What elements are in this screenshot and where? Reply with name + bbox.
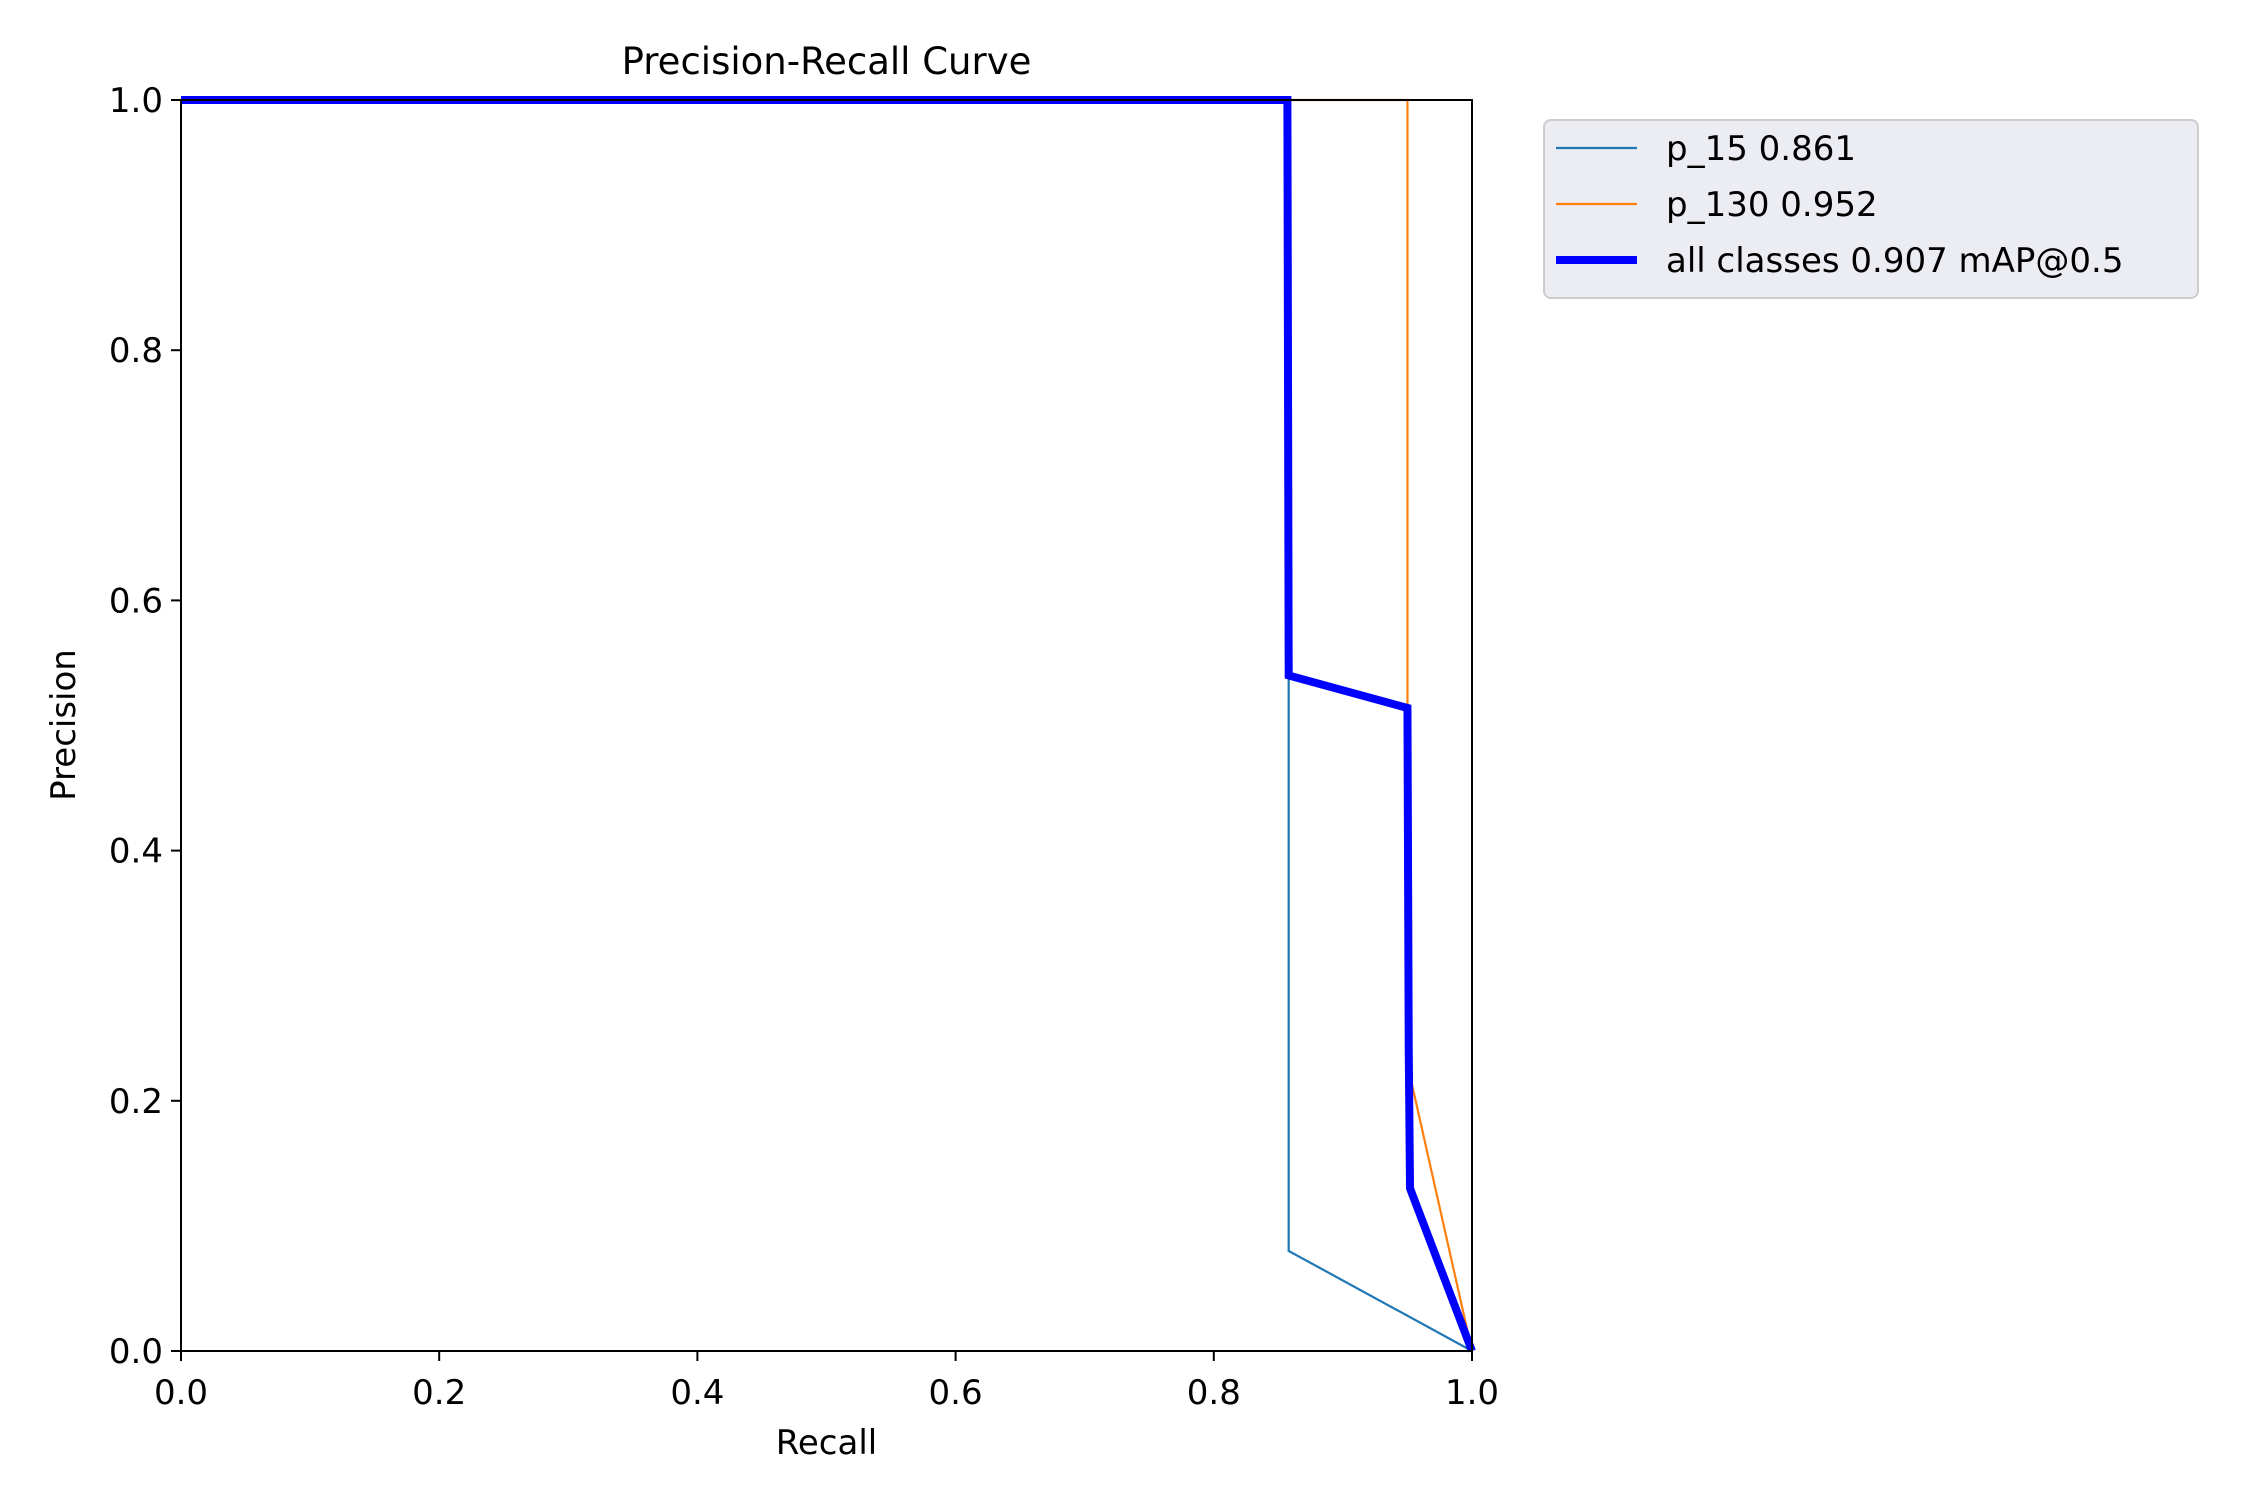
x-tick-label: 0.0 <box>154 1373 208 1413</box>
x-axis-ticks: 0.0 0.2 0.4 0.6 0.8 1.0 <box>154 1351 1499 1413</box>
legend-label-0: p_15 0.861 <box>1666 129 1856 169</box>
x-tick-label: 0.8 <box>1187 1373 1241 1413</box>
plot-frame <box>180 99 1473 1352</box>
y-tick-label: 0.2 <box>109 1082 163 1122</box>
legend-box <box>1543 119 2199 299</box>
y-axis-label: Precision <box>44 649 84 801</box>
x-tick-label: 1.0 <box>1445 1373 1499 1413</box>
legend: p_15 0.861 p_130 0.952 all classes 0.907 m… <box>1543 119 2199 299</box>
y-tick-label: 0.8 <box>109 331 163 371</box>
y-axis-ticks: 0.0 0.2 0.4 0.6 0.8 1.0 <box>109 81 181 1372</box>
x-tick-label: 0.6 <box>929 1373 983 1413</box>
x-tick-label: 0.4 <box>670 1373 724 1413</box>
legend-label-2: all classes 0.907 mAP@0.5 <box>1666 241 2123 281</box>
legend-items: p_15 0.861 p_130 0.952 all classes 0.907 m… <box>1556 129 2123 281</box>
plot-area <box>181 100 1472 1351</box>
x-tick-label: 0.2 <box>412 1373 466 1413</box>
x-axis-label: Recall <box>776 1423 877 1463</box>
y-tick-label: 0.4 <box>109 832 163 872</box>
y-tick-label: 0.0 <box>109 1332 163 1372</box>
y-tick-label: 0.6 <box>109 581 163 621</box>
y-tick-label: 1.0 <box>109 81 163 121</box>
legend-label-1: p_130 0.952 <box>1666 185 1878 225</box>
chart-title: Precision-Recall Curve <box>622 40 1032 83</box>
